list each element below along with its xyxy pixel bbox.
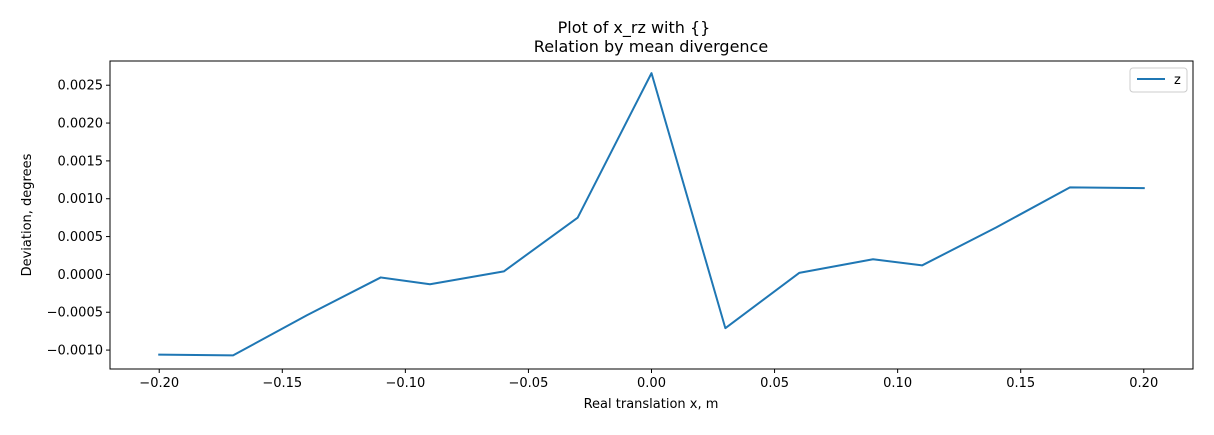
x-tick-label: −0.15	[262, 376, 302, 391]
x-tick-label: −0.20	[139, 376, 179, 391]
x-tick-label: 0.00	[637, 376, 666, 391]
plot-series	[158, 72, 1145, 357]
y-tick-label: 0.0005	[58, 230, 104, 245]
x-tick-label: 0.15	[1006, 376, 1035, 391]
series-line-z	[158, 72, 1145, 357]
plot-frame	[109, 60, 1194, 370]
y-tick-label: 0.0020	[58, 117, 104, 132]
y-tick-label: 0.0010	[58, 192, 104, 207]
y-tick-label: 0.0015	[58, 154, 104, 169]
chart-suptitle: Plot of x_rz with {}	[558, 18, 711, 38]
chart-title: Relation by mean divergence	[534, 37, 768, 56]
y-tick-label: −0.0005	[47, 306, 103, 321]
x-tick-label: 0.10	[883, 376, 912, 391]
y-axis-label: Deviation, degrees	[20, 153, 35, 276]
x-tick-label: 0.20	[1129, 376, 1158, 391]
y-tick-label: 0.0000	[58, 268, 104, 283]
axis-ticks: −0.20 −0.15 −0.10 −0.05 0.00 0.05 0.10 0.15 0.20…	[47, 79, 1159, 391]
y-tick-label: −0.0010	[47, 344, 103, 359]
x-tick-label: −0.05	[509, 376, 549, 391]
x-tick-label: 0.05	[760, 376, 789, 391]
legend-label-z: z	[1174, 73, 1181, 88]
x-tick-label: −0.10	[385, 376, 425, 391]
legend: z	[1129, 67, 1188, 93]
y-tick-label: 0.0025	[58, 79, 104, 94]
x-axis-label: Real translation x, m	[584, 397, 719, 412]
